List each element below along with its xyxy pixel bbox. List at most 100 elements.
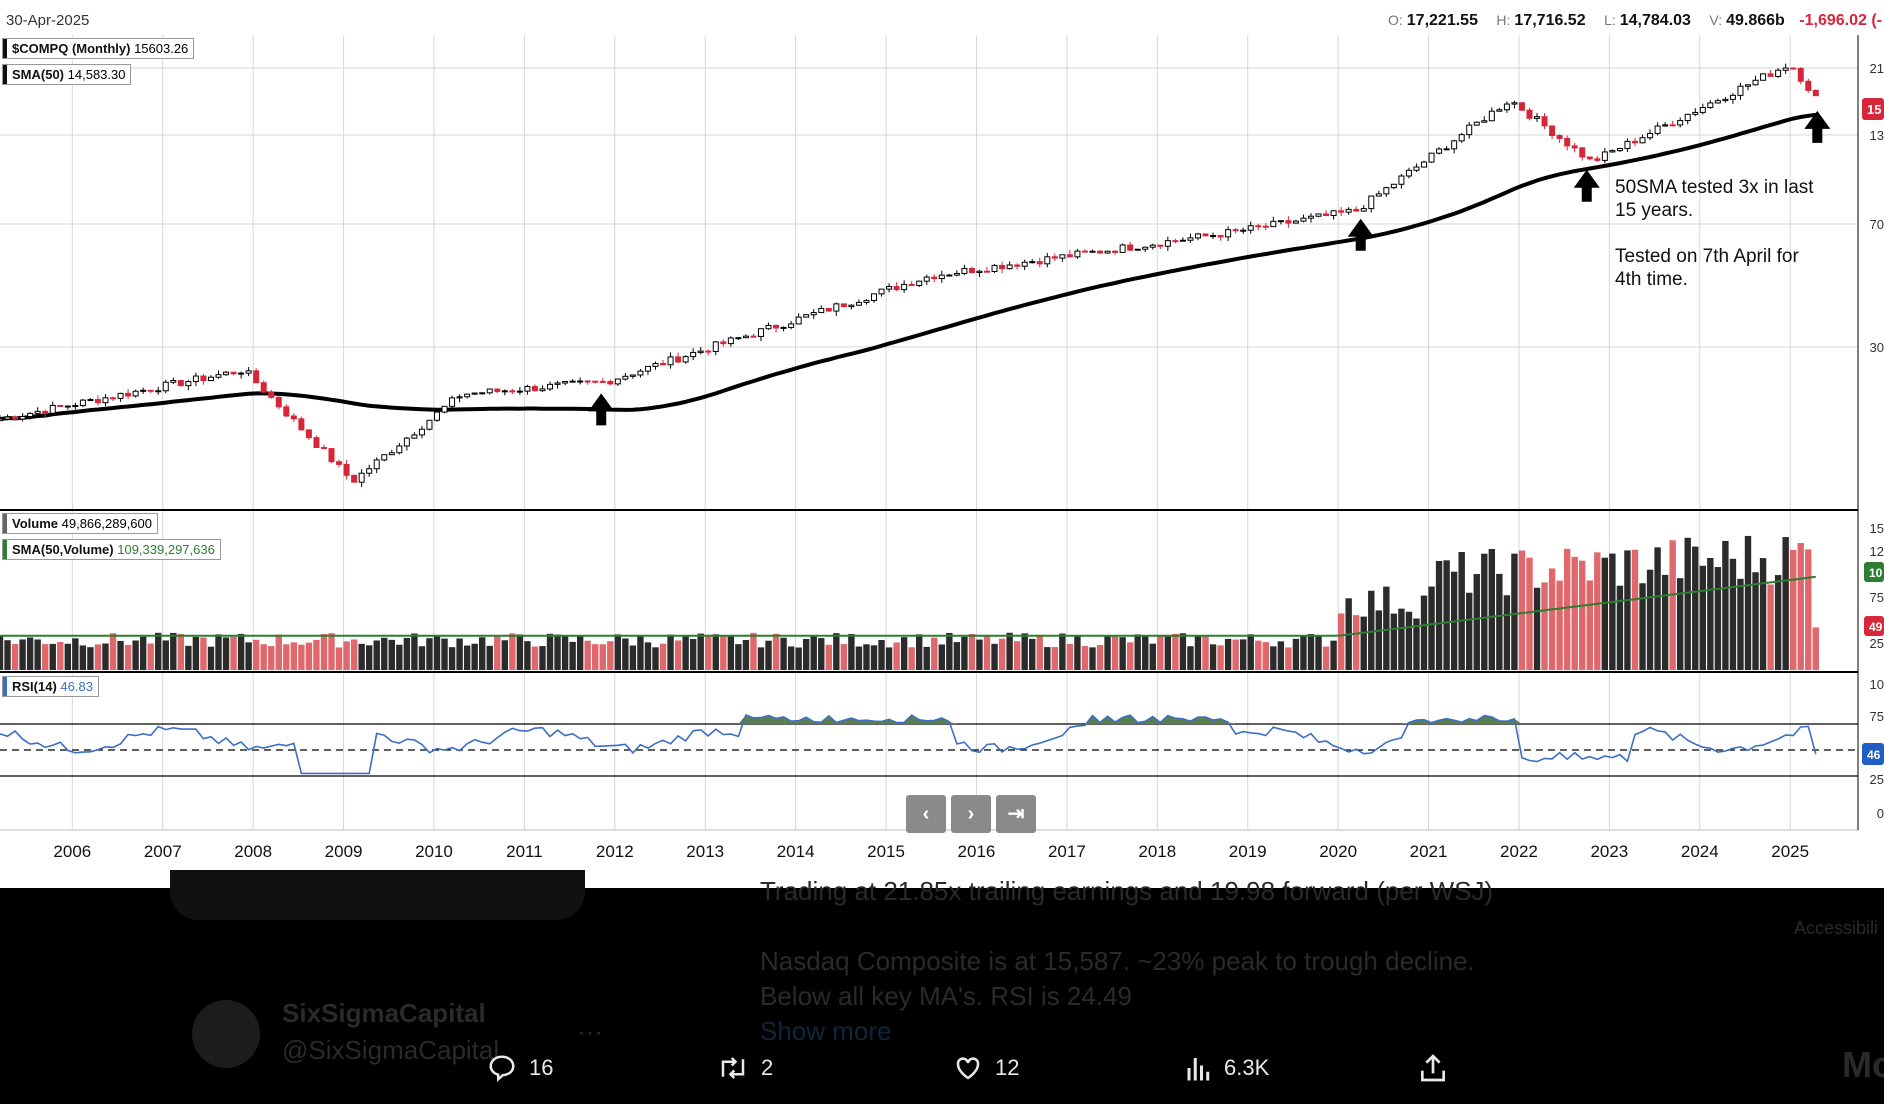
volume-bar (42, 644, 49, 670)
share-button[interactable] (1417, 1048, 1449, 1088)
candle-body (750, 335, 757, 338)
candle-body (810, 312, 817, 316)
candle-body (1707, 102, 1714, 109)
candle-body (1797, 67, 1804, 82)
candle-body (245, 370, 252, 374)
candle-body (1586, 156, 1593, 160)
volume-sma-tag (1864, 562, 1884, 582)
arrow-marker (1347, 218, 1374, 251)
candle-body (1059, 254, 1066, 259)
views-button[interactable]: 6.3K (1184, 1048, 1269, 1088)
volume-bar (124, 644, 132, 670)
volume-bar (298, 644, 305, 670)
volume-bar (1586, 580, 1593, 670)
sma-legend-tag: SMA(50) 14,583.30 (2, 64, 132, 85)
volume-axis-label: 75 (1870, 590, 1884, 605)
volume-bar (1526, 557, 1533, 670)
candle-body (1767, 73, 1774, 77)
like-button[interactable]: 12 (951, 1048, 1019, 1088)
candle-body (1217, 235, 1224, 238)
volume-bar (260, 644, 267, 670)
volume-bar (177, 633, 185, 670)
candle-body (486, 388, 493, 394)
volume-bar (396, 644, 403, 670)
volume-bar (667, 634, 674, 670)
candle-body (1097, 250, 1104, 254)
candle-body (290, 415, 297, 420)
volume-bar (87, 647, 94, 670)
volume-bar (1797, 542, 1804, 670)
volume-bar (554, 634, 561, 670)
volume-bar (11, 643, 19, 670)
volume-legend-tag: Volume 49,866,289,600 (2, 513, 158, 534)
candle-body (494, 388, 501, 392)
last-price-tag (1862, 98, 1884, 120)
price-legend-tag: $COMPQ (Monthly) 15603.26 (2, 38, 195, 59)
volume-bar (1714, 567, 1722, 670)
volume-bar (1164, 636, 1172, 670)
candle-body (200, 375, 207, 382)
volume-bar (64, 643, 72, 670)
candle-body (207, 376, 214, 382)
volume-bar (998, 638, 1006, 670)
candle-body (34, 410, 41, 414)
repost-button[interactable]: 2 (715, 1048, 773, 1088)
rsi-axis-label: 75 (1870, 709, 1884, 724)
view-count: 6.3K (1224, 1055, 1270, 1080)
volume-bar (961, 636, 968, 670)
volume-bar (19, 639, 26, 670)
volume-bar (599, 644, 606, 670)
scroll-to-end-button[interactable]: ⇥ (996, 795, 1036, 833)
volume-bar (1300, 635, 1307, 670)
candle-body (1744, 84, 1751, 87)
candle-body (1421, 161, 1428, 168)
volume-bar (1134, 634, 1141, 670)
candle-body (373, 459, 380, 470)
volume-bar (1247, 634, 1254, 670)
candle-body (1684, 113, 1691, 122)
x-tick-label: 2011 (506, 842, 543, 861)
rsi-axis-label: 0 (1877, 806, 1884, 821)
candle-body (1149, 244, 1156, 248)
candle-body (1571, 145, 1578, 149)
x-tick-label: 2020 (1319, 842, 1357, 861)
candle-body (177, 379, 184, 387)
volume-bar (893, 642, 900, 670)
candle-body (343, 463, 350, 476)
chart-canvas[interactable]: 2006 2007 2008 2009 2010 2011 2012 2013 2014 2015… (0, 0, 1884, 888)
volume-bar (1744, 535, 1752, 670)
volume-bar (787, 646, 795, 670)
candle-body (1812, 89, 1819, 97)
volume-bar (358, 643, 365, 670)
rsi-value-tag-label: 46 (1867, 748, 1881, 762)
scroll-forward-button[interactable]: › (951, 795, 991, 833)
annotation-text: 50SMA tested 3x in last 15 years. Tested… (1615, 177, 1814, 290)
volume-bar (1782, 537, 1789, 670)
volume-bar (207, 646, 215, 670)
candle-body (1119, 244, 1126, 253)
candle-body (403, 437, 410, 447)
candle-body (509, 390, 516, 393)
ghost-sidebar-button: Mo (1842, 1044, 1884, 1085)
candle-body (878, 288, 885, 295)
x-tick-label: 2015 (867, 842, 905, 861)
scroll-back-button[interactable]: ‹ (906, 795, 946, 833)
volume-bar (742, 639, 750, 670)
volume-bar (335, 647, 343, 670)
volume-bar (885, 647, 893, 670)
candle-body (547, 383, 554, 390)
candle-body (42, 410, 49, 414)
volume-bar (802, 638, 810, 670)
ghost-handle: @SixSigmaCapital (282, 1035, 500, 1065)
candle-body (1534, 116, 1541, 119)
volume-bar (185, 645, 192, 670)
candle-body (501, 390, 508, 393)
candle-body (125, 392, 132, 397)
candle-body (577, 380, 584, 383)
x-tick-label: 2018 (1138, 842, 1176, 861)
candle-body (1262, 225, 1269, 228)
candle-body (1247, 225, 1254, 231)
reply-button[interactable]: 16 (485, 1048, 553, 1088)
candle-body (418, 428, 425, 436)
ghost-tweet-text: Trading at 21.85x trailing earnings and … (760, 876, 1494, 906)
